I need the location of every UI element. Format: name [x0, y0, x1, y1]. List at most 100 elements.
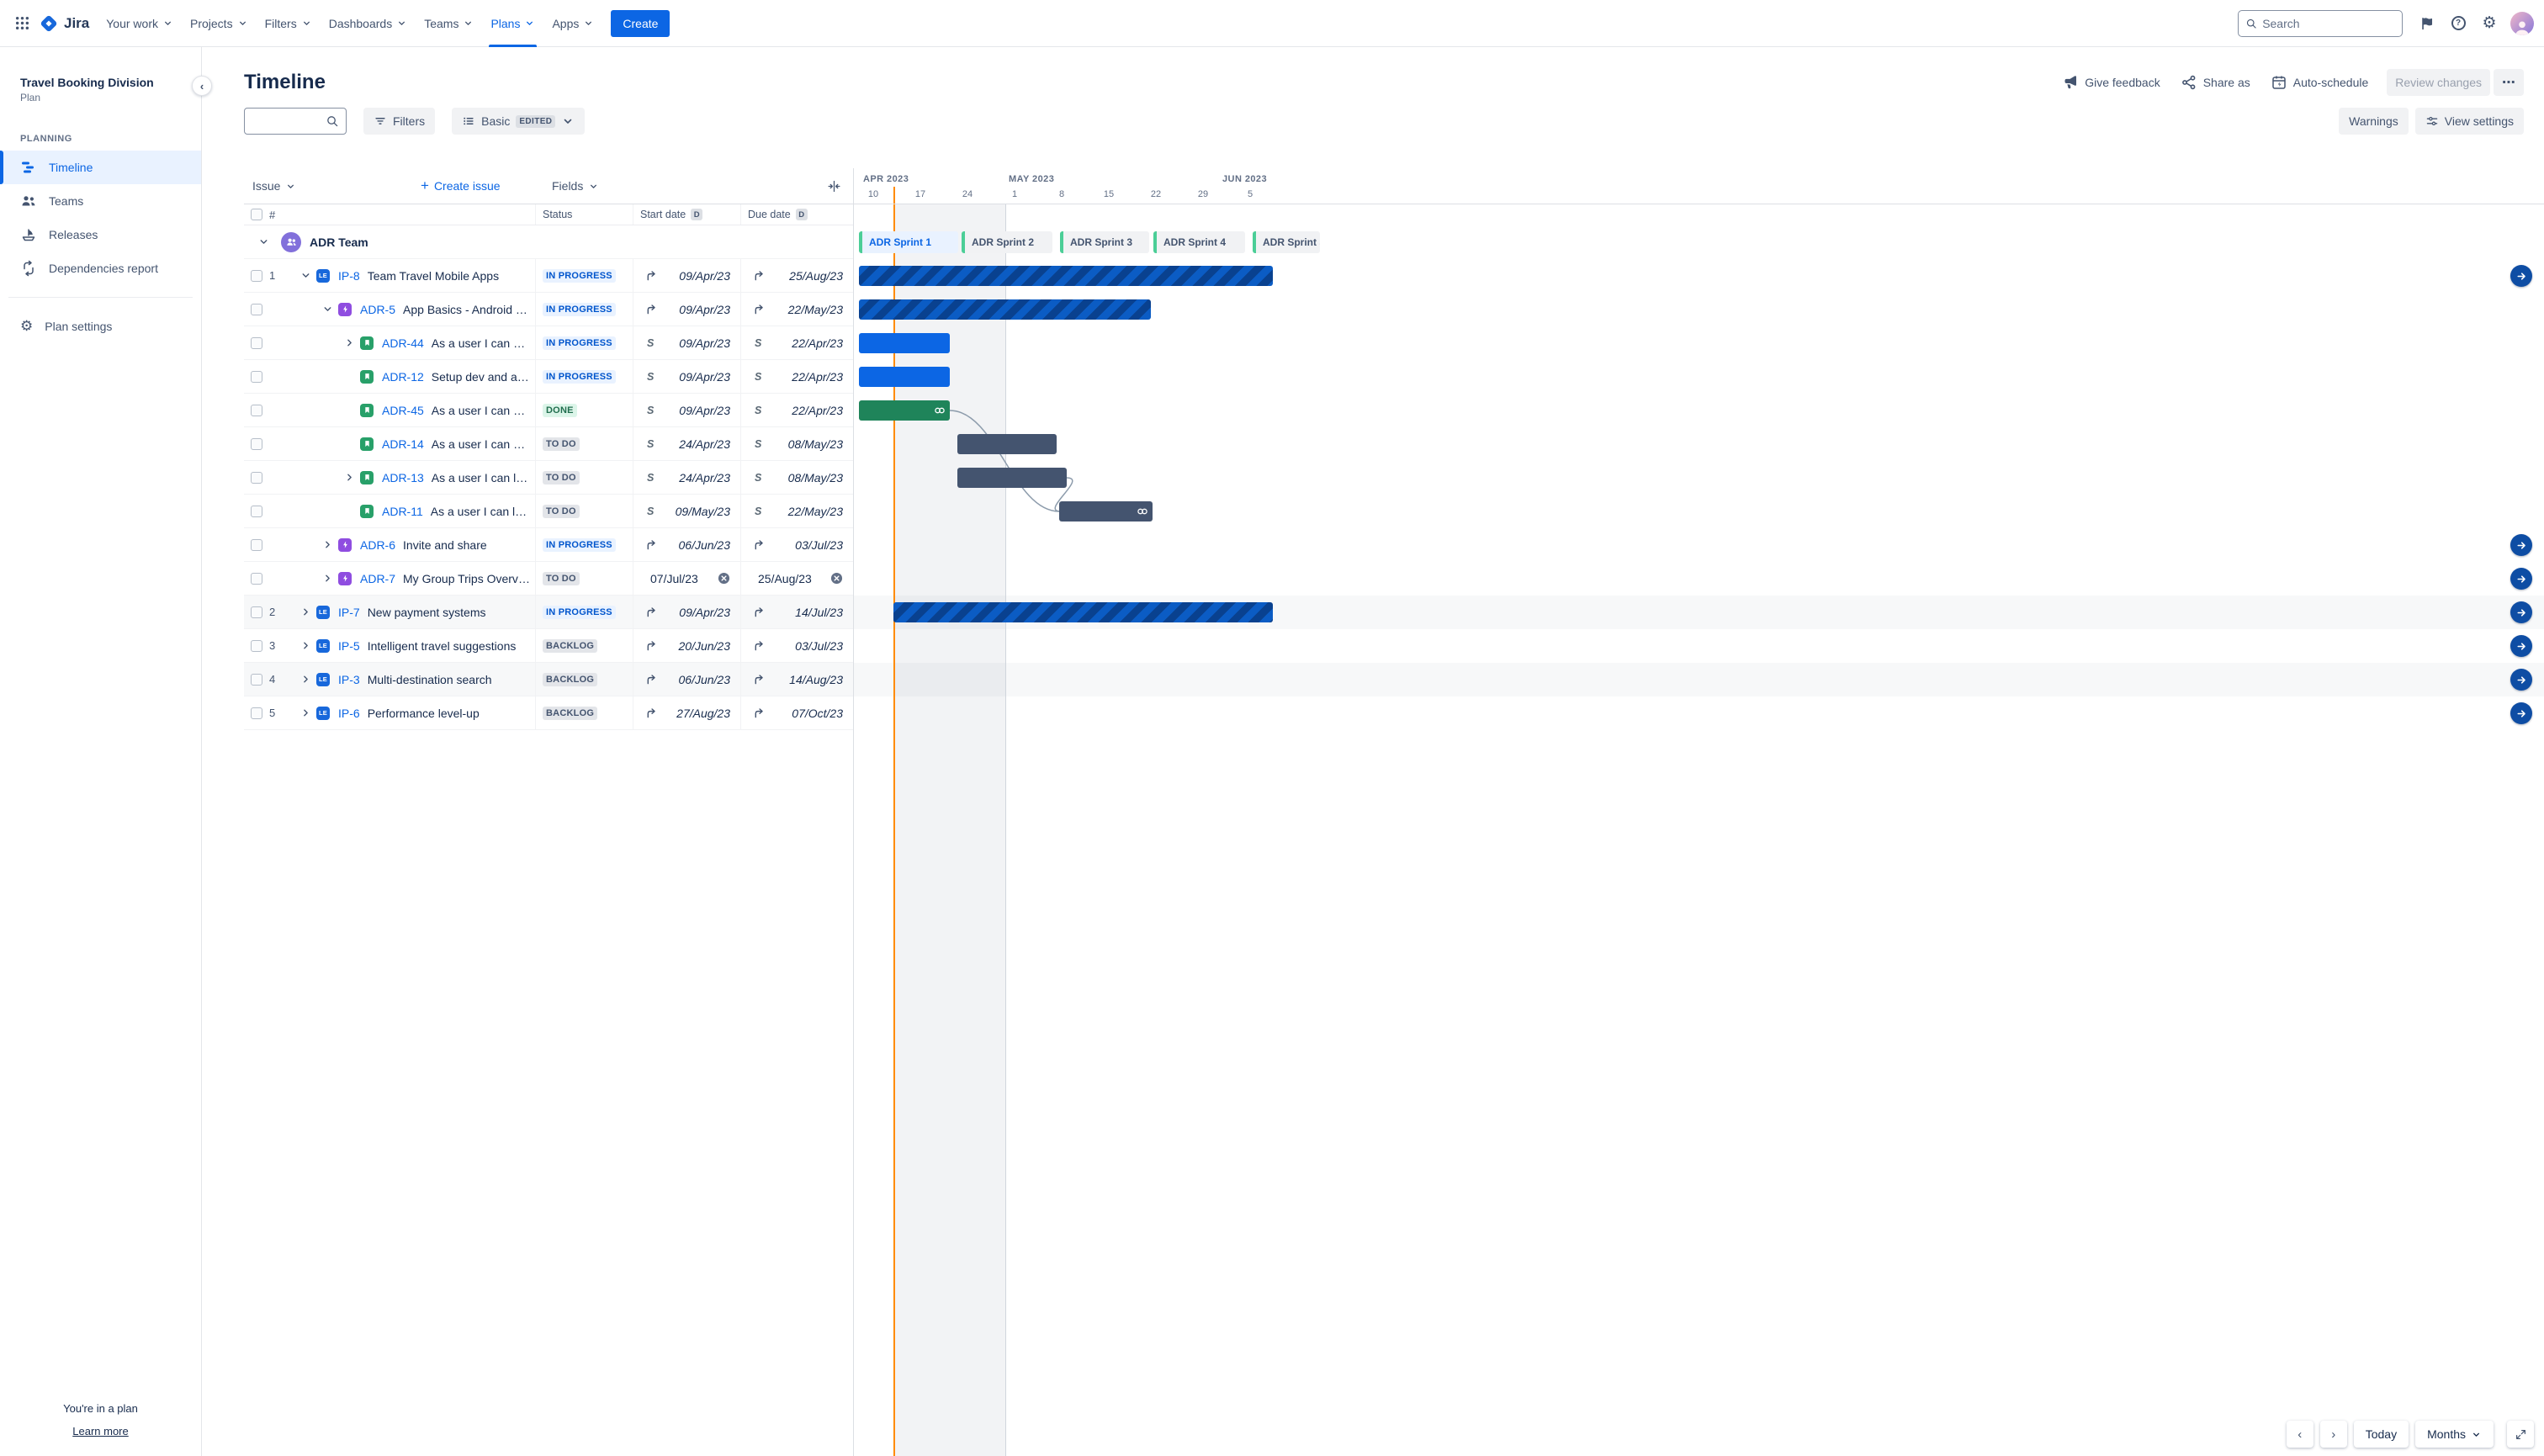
- issue-key[interactable]: IP-8: [338, 268, 360, 283]
- collapse-fields-button[interactable]: [827, 168, 841, 204]
- row-checkbox[interactable]: [251, 437, 262, 450]
- nav-teams[interactable]: Teams: [416, 0, 482, 47]
- status-badge[interactable]: IN PROGRESS: [543, 268, 616, 283]
- expand-chevron-icon[interactable]: [296, 704, 315, 723]
- nav-your-work[interactable]: Your work: [98, 0, 182, 47]
- give-feedback-button[interactable]: Give feedback: [2054, 69, 2169, 96]
- due-date-cell[interactable]: 14/Jul/23: [740, 596, 853, 628]
- start-date-cell[interactable]: 27/Aug/23: [633, 696, 740, 729]
- sprint-chip[interactable]: ADR Sprint 5: [1253, 231, 1320, 253]
- issue-key[interactable]: ADR-45: [382, 403, 424, 417]
- sidebar-item-dependencies-report[interactable]: Dependencies report: [0, 251, 201, 285]
- status-badge[interactable]: TO DO: [543, 571, 580, 585]
- start-date-cell[interactable]: S 24/Apr/23: [633, 427, 740, 460]
- sidebar-item-teams[interactable]: Teams: [0, 184, 201, 218]
- scroll-to-bar-button[interactable]: [2510, 669, 2532, 691]
- due-date-cell[interactable]: S 22/Apr/23: [740, 394, 853, 426]
- expand-chevron-icon[interactable]: [318, 536, 337, 554]
- table-row[interactable]: ADR-6 Invite and share IN PROGRESS 06/Ju…: [244, 528, 853, 562]
- create-issue-button[interactable]: + Create issue: [421, 168, 501, 204]
- row-checkbox[interactable]: [251, 404, 262, 416]
- announcements-flag-icon[interactable]: [2414, 10, 2441, 37]
- row-checkbox[interactable]: [251, 471, 262, 484]
- table-row[interactable]: 5 LE IP-6 Performance level-up BACKLOG 2…: [244, 696, 853, 730]
- nav-filters[interactable]: Filters: [257, 0, 321, 47]
- global-search[interactable]: [2238, 9, 2403, 37]
- team-group-row[interactable]: ADR Team: [244, 225, 853, 259]
- today-button[interactable]: Today: [2353, 1421, 2409, 1448]
- issue-key[interactable]: IP-6: [338, 706, 360, 720]
- issue-summary[interactable]: As a user I can up…: [431, 336, 530, 350]
- clear-date-icon[interactable]: [718, 572, 730, 585]
- status-badge[interactable]: BACKLOG: [543, 706, 598, 720]
- gantt-bar[interactable]: [859, 400, 950, 421]
- row-checkbox[interactable]: [251, 370, 262, 383]
- issue-summary[interactable]: Team Travel Mobile Apps: [367, 268, 500, 283]
- issue-key[interactable]: IP-3: [338, 672, 360, 686]
- start-date-cell[interactable]: 09/Apr/23: [633, 596, 740, 628]
- nav-apps[interactable]: Apps: [543, 0, 602, 47]
- timeline-search[interactable]: [244, 108, 347, 135]
- expand-chevron-icon[interactable]: [318, 300, 337, 319]
- issue-key[interactable]: IP-5: [338, 638, 360, 653]
- expand-chevron-icon[interactable]: [340, 469, 358, 487]
- issue-key[interactable]: ADR-11: [382, 504, 423, 518]
- issue-summary[interactable]: Intelligent travel suggestions: [367, 638, 517, 653]
- create-button[interactable]: Create: [611, 9, 670, 37]
- fields-button[interactable]: Fields: [552, 168, 599, 204]
- due-date-cell[interactable]: S 22/May/23: [740, 495, 853, 527]
- status-badge[interactable]: BACKLOG: [543, 638, 598, 653]
- due-date-cell[interactable]: S 22/Apr/23: [740, 326, 853, 359]
- sidebar-item-timeline[interactable]: Timeline: [0, 151, 201, 184]
- start-date-cell[interactable]: S 24/Apr/23: [633, 461, 740, 494]
- nav-dashboards[interactable]: Dashboards: [321, 0, 416, 47]
- due-date-cell[interactable]: 25/Aug/23: [740, 562, 853, 595]
- scroll-left-button[interactable]: ‹: [2286, 1421, 2313, 1448]
- table-row[interactable]: ADR-7 My Group Trips Overview TO DO 07/J…: [244, 562, 853, 596]
- table-row[interactable]: ADR-5 App Basics - Android test IN PROGR…: [244, 293, 853, 326]
- view-mode-button[interactable]: Basic EDITED: [452, 108, 586, 135]
- gantt-bar[interactable]: [893, 602, 1273, 622]
- start-date-cell[interactable]: S 09/May/23: [633, 495, 740, 527]
- nav-plans[interactable]: Plans: [482, 0, 543, 47]
- learn-more-link[interactable]: Learn more: [72, 1425, 129, 1437]
- timeline-search-input[interactable]: [252, 114, 326, 128]
- filters-button[interactable]: Filters: [363, 108, 436, 135]
- row-checkbox[interactable]: [251, 673, 262, 686]
- issue-summary[interactable]: As a user I can cre…: [431, 437, 530, 451]
- issue-summary[interactable]: As a user I can log i…: [431, 470, 530, 484]
- issue-key[interactable]: ADR-7: [360, 571, 396, 585]
- help-icon[interactable]: ?: [2445, 10, 2472, 37]
- gantt-bar[interactable]: [859, 367, 950, 387]
- sprint-chip[interactable]: ADR Sprint 2: [962, 231, 1052, 253]
- gantt-bar[interactable]: [1059, 501, 1153, 522]
- sprint-chip[interactable]: ADR Sprint 1: [859, 231, 958, 253]
- select-all-checkbox[interactable]: [251, 209, 262, 220]
- start-date-cell[interactable]: 06/Jun/23: [633, 528, 740, 561]
- scroll-to-bar-button[interactable]: [2510, 534, 2532, 556]
- warnings-button[interactable]: Warnings: [2339, 108, 2409, 135]
- fullscreen-button[interactable]: [2507, 1421, 2534, 1448]
- row-checkbox[interactable]: [251, 606, 262, 618]
- nav-projects[interactable]: Projects: [182, 0, 257, 47]
- row-checkbox[interactable]: [251, 336, 262, 349]
- expand-chevron-icon[interactable]: [318, 569, 337, 588]
- scroll-to-bar-button[interactable]: [2510, 702, 2532, 724]
- more-actions-button[interactable]: ⋯: [2494, 69, 2524, 96]
- expand-chevron-icon[interactable]: [296, 670, 315, 689]
- issue-summary[interactable]: Multi-destination search: [367, 672, 492, 686]
- issue-summary[interactable]: Setup dev and and …: [431, 369, 530, 384]
- issue-summary[interactable]: Invite and share: [403, 537, 487, 552]
- row-checkbox[interactable]: [251, 538, 262, 551]
- status-badge[interactable]: TO DO: [543, 470, 580, 484]
- due-date-cell[interactable]: 03/Jul/23: [740, 528, 853, 561]
- gantt-bar[interactable]: [957, 468, 1067, 488]
- status-badge[interactable]: TO DO: [543, 437, 580, 451]
- view-settings-button[interactable]: View settings: [2414, 108, 2524, 135]
- issue-key[interactable]: ADR-14: [382, 437, 424, 451]
- due-date-cell[interactable]: S 08/May/23: [740, 427, 853, 460]
- row-checkbox[interactable]: [251, 572, 262, 585]
- issue-key[interactable]: ADR-12: [382, 369, 424, 384]
- global-search-input[interactable]: [2262, 16, 2395, 30]
- table-row[interactable]: ADR-44 As a user I can up… IN PROGRESS S…: [244, 326, 853, 360]
